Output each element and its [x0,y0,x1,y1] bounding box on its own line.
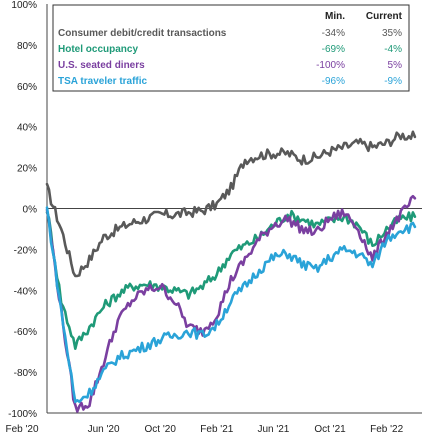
series-line-consumer-debit-credit-transactions [45,130,417,278]
x-tick-label: Feb '22 [370,424,403,435]
legend-label-consumer: Consumer debit/credit transactions [58,28,227,39]
legend-min-hotel: -69% [322,44,345,55]
y-tick-label: -100% [8,409,37,420]
x-tick-label: Jun '20 [88,424,120,435]
legend-min-consumer: -34% [322,28,345,39]
y-tick-label: -20% [14,245,37,256]
y-tick-labels: -100% -80% -60% -40% -20% 0% 20% 40% 60% 80% 100% [8,0,37,420]
legend-current-tsa: -9% [384,76,402,87]
x-tick-label: Oct '21 [314,424,346,435]
y-tick-label: -60% [14,327,37,338]
legend-label-tsa: TSA traveler traffic [58,76,148,87]
series-line-u-s-seated-diners [45,194,417,413]
legend-header-min: Min. [325,11,345,22]
legend-current-consumer: 35% [382,28,402,39]
x-tick-label: Feb '21 [200,424,233,435]
series-lines [45,130,417,413]
legend-header-current: Current [366,11,403,22]
y-tick-label: -40% [14,286,37,297]
y-tick-label: 20% [17,164,37,175]
y-tick-label: -80% [14,368,37,379]
legend-min-tsa: -96% [322,76,345,87]
y-tick-label: 80% [17,41,37,52]
legend-min-diners: -100% [316,60,345,71]
x-tick-label: Oct '20 [145,424,177,435]
x-tick-label: Feb '20 [5,424,38,435]
legend-box [52,4,410,92]
x-tick-labels: Feb '20 Jun '20 Oct '20 Feb '21 Jun '21 Oct '… [5,424,403,435]
legend-current-hotel: -4% [384,44,402,55]
legend-label-hotel: Hotel occupancy [58,44,138,55]
y-tick-label: 40% [17,123,37,134]
y-tick-label: 60% [17,82,37,93]
legend: Min. Current Consumer debit/credit trans… [52,4,410,92]
y-tick-label: 0% [23,205,38,216]
series-line-tsa-traveler-traffic [45,206,417,404]
legend-current-diners: 5% [388,60,403,71]
x-tick-label: Jun '21 [257,424,289,435]
y-tick-label: 100% [11,0,37,11]
legend-label-diners: U.S. seated diners [58,60,145,71]
